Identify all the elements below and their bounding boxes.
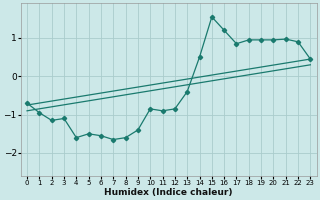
X-axis label: Humidex (Indice chaleur): Humidex (Indice chaleur): [104, 188, 233, 197]
